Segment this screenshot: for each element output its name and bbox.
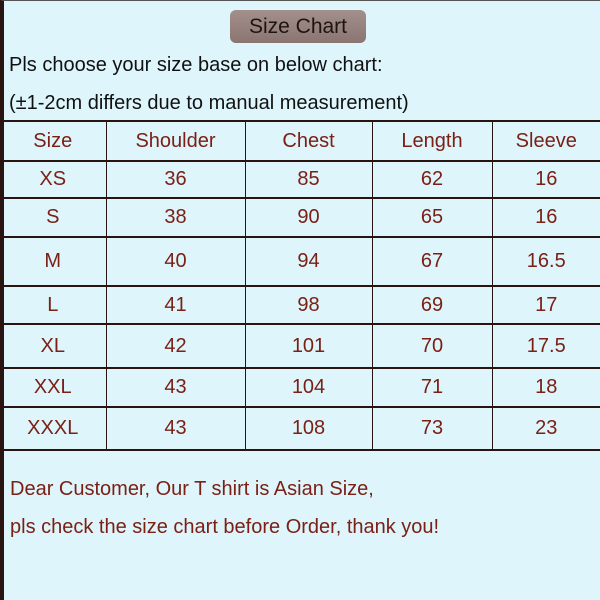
table-row: S 38 90 65 16 [0, 197, 600, 238]
table-cell: 43 [106, 367, 246, 408]
table-cell: M [0, 236, 107, 287]
table-header-row: Size Shoulder Chest Length Sleeve [0, 120, 600, 162]
column-header: Sleeve [492, 120, 600, 162]
column-header: Chest [245, 120, 373, 162]
table-cell: 101 [245, 323, 373, 369]
table-cell: 16 [492, 160, 600, 199]
table-row: XXL 43 104 71 18 [0, 367, 600, 408]
table-cell: 70 [372, 323, 493, 369]
table-cell: 16 [492, 197, 600, 238]
table-row: L 41 98 69 17 [0, 285, 600, 325]
table-cell: 98 [245, 285, 373, 325]
table-cell: XL [0, 323, 107, 369]
column-header: Length [372, 120, 493, 162]
table-cell: 36 [106, 160, 246, 199]
table-cell: 90 [245, 197, 373, 238]
table-cell: 62 [372, 160, 493, 199]
table-row: XL 42 101 70 17.5 [0, 323, 600, 369]
column-header: Size [0, 120, 107, 162]
table-cell: 108 [245, 406, 373, 451]
table-cell: 71 [372, 367, 493, 408]
table-cell: XXXL [0, 406, 107, 451]
note-line-2: pls check the size chart before Order, t… [10, 516, 440, 538]
table-cell: S [0, 197, 107, 238]
table-cell: L [0, 285, 107, 325]
table-cell: 69 [372, 285, 493, 325]
table-cell: XS [0, 160, 107, 199]
table-cell: XXL [0, 367, 107, 408]
size-chart-title: Size Chart [230, 10, 366, 43]
table-cell: 85 [245, 160, 373, 199]
intro-line-2: (±1-2cm differs due to manual measuremen… [9, 92, 409, 114]
table-cell: 67 [372, 236, 493, 287]
table-row: XXXL 43 108 73 23 [0, 406, 600, 451]
table-row: XS 36 85 62 16 [0, 160, 600, 199]
table-cell: 17 [492, 285, 600, 325]
column-header: Shoulder [106, 120, 246, 162]
table-cell: 16.5 [492, 236, 600, 287]
note-line-1: Dear Customer, Our T shirt is Asian Size… [10, 478, 374, 500]
table-cell: 42 [106, 323, 246, 369]
table-cell: 104 [245, 367, 373, 408]
size-table: Size Shoulder Chest Length Sleeve XS 36 85 62 16 S… [0, 120, 600, 451]
table-cell: 43 [106, 406, 246, 451]
table-cell: 23 [492, 406, 600, 451]
table-cell: 41 [106, 285, 246, 325]
table-row: M 40 94 67 16.5 [0, 236, 600, 287]
table-cell: 73 [372, 406, 493, 451]
table-cell: 18 [492, 367, 600, 408]
table-cell: 40 [106, 236, 246, 287]
table-cell: 17.5 [492, 323, 600, 369]
table-cell: 65 [372, 197, 493, 238]
intro-line-1: Pls choose your size base on below chart… [9, 54, 383, 76]
table-cell: 38 [106, 197, 246, 238]
table-cell: 94 [245, 236, 373, 287]
